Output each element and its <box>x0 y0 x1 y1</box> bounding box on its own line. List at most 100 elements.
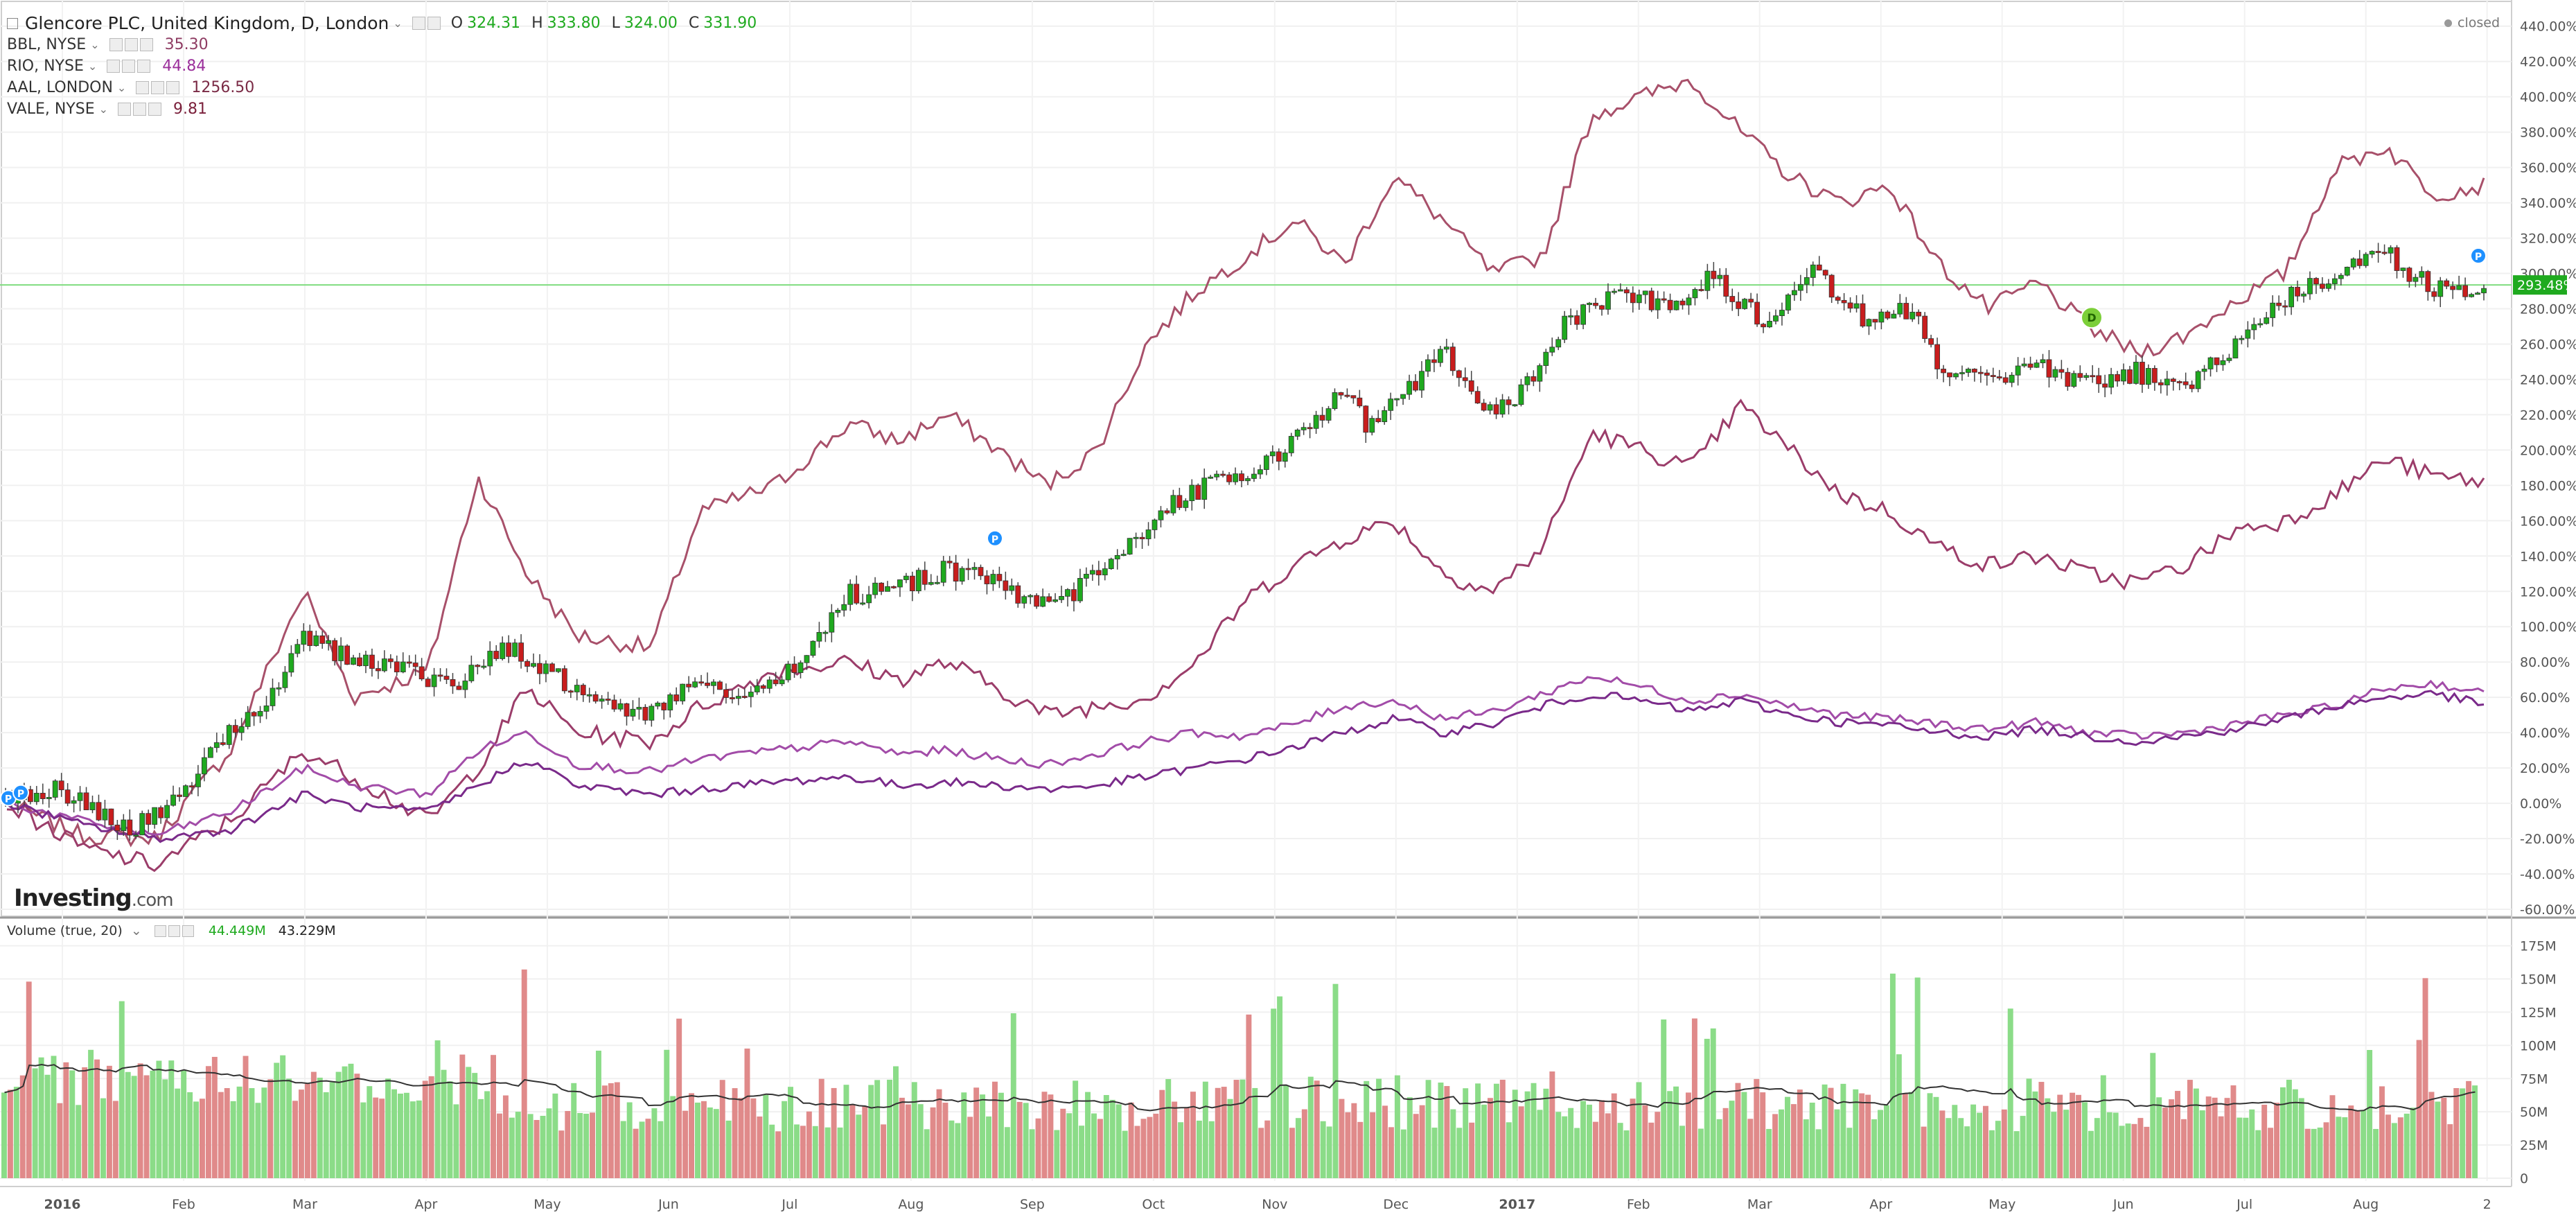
candle-body <box>879 582 884 592</box>
candle-body <box>1394 398 1400 401</box>
volume-bar <box>13 1087 19 1178</box>
candle-body <box>2096 375 2102 385</box>
candle-body <box>940 561 946 583</box>
candle-body <box>2481 288 2487 294</box>
volume-y-tick-label: 175M <box>2520 939 2557 954</box>
volume-bar <box>342 1066 348 1178</box>
volume-bar <box>44 1074 51 1178</box>
chevron-down-icon[interactable]: ⌄ <box>116 81 127 94</box>
candle <box>518 634 524 669</box>
candle-body <box>400 661 406 673</box>
candle <box>2027 356 2034 370</box>
candle-body <box>1027 595 1034 597</box>
settings-icon[interactable] <box>168 925 180 937</box>
candle-body <box>996 574 1003 581</box>
candle <box>425 676 431 688</box>
main-series-row[interactable]: Glencore PLC, United Kingdom, D, London … <box>7 12 768 34</box>
collapse-icon[interactable] <box>7 17 18 29</box>
settings-icon[interactable] <box>427 17 441 30</box>
y-tick-label: 120.00% <box>2520 584 2576 599</box>
compare-series-row-aal[interactable]: AAL, LONDON ⌄ 1256.50 <box>7 77 768 98</box>
close-icon[interactable] <box>137 60 151 73</box>
eye-icon[interactable] <box>154 925 166 937</box>
candle-body <box>2412 277 2419 282</box>
chevron-down-icon[interactable]: ⌄ <box>130 923 142 938</box>
volume-bar <box>1339 1098 1345 1178</box>
candle-body <box>1145 529 1152 539</box>
volume-bar <box>1481 1104 1487 1178</box>
candle <box>642 704 649 725</box>
eye-icon[interactable] <box>109 38 123 51</box>
candle <box>418 658 425 681</box>
candle <box>1208 475 1214 479</box>
volume-bar <box>1271 1008 1277 1178</box>
candle <box>1617 283 1623 292</box>
candle <box>288 645 294 677</box>
candle-body <box>2270 302 2276 318</box>
candle-body <box>1847 302 1853 309</box>
candle <box>2288 286 2294 315</box>
settings-icon[interactable] <box>133 103 147 116</box>
candle-body <box>2021 363 2027 367</box>
candle-body <box>1133 536 1139 539</box>
volume-bar <box>1153 1113 1159 1178</box>
candle-body <box>1425 359 1431 372</box>
volume-bar <box>82 1067 88 1178</box>
settings-icon[interactable] <box>122 60 136 73</box>
candle <box>1891 310 1897 319</box>
volume-bar <box>2224 1098 2230 1178</box>
volume-bar <box>2088 1130 2094 1178</box>
volume-bar <box>2057 1094 2063 1178</box>
close-icon[interactable] <box>166 81 180 94</box>
chevron-down-icon[interactable]: ⌄ <box>393 17 403 30</box>
x-tick-label: Oct <box>1142 1197 1165 1212</box>
volume-bar <box>57 1103 63 1178</box>
eye-icon[interactable] <box>107 60 121 73</box>
close-icon[interactable] <box>182 925 194 937</box>
volume-bar <box>317 1077 323 1178</box>
candle-body <box>655 702 661 707</box>
volume-bar <box>1134 1126 1140 1178</box>
candle <box>605 692 611 706</box>
volume-bar <box>249 1088 255 1178</box>
volume-bar <box>546 1108 552 1178</box>
chevron-down-icon[interactable]: ⌄ <box>90 38 100 51</box>
eye-icon[interactable] <box>118 103 132 116</box>
marker-label: P <box>17 789 24 800</box>
volume-value-1: 44.449M <box>208 923 266 938</box>
compare-series-row-vale[interactable]: VALE, NYSE ⌄ 9.81 <box>7 98 768 120</box>
candle-body <box>195 773 201 787</box>
volume-bar <box>1859 1093 1865 1178</box>
candle-body <box>2369 251 2375 255</box>
chevron-down-icon[interactable]: ⌄ <box>87 60 98 73</box>
volume-bar <box>2063 1110 2070 1178</box>
candle <box>1835 295 1841 304</box>
volume-bar <box>267 1079 274 1178</box>
volume-bar <box>2435 1101 2441 1178</box>
eye-icon[interactable] <box>412 17 425 30</box>
eye-icon[interactable] <box>136 81 150 94</box>
candle-body <box>1481 403 1487 411</box>
volume-bar <box>1821 1084 1828 1178</box>
candle <box>1456 369 1462 387</box>
compare-series-row-rio[interactable]: RIO, NYSE ⌄ 44.84 <box>7 55 768 77</box>
candle-body <box>1114 554 1120 560</box>
candle <box>189 782 195 795</box>
volume-legend[interactable]: Volume (true, 20) ⌄ 44.449M 43.229M <box>7 923 336 938</box>
volume-bar <box>2317 1127 2323 1178</box>
candle-body <box>33 793 39 803</box>
settings-icon[interactable] <box>151 81 165 94</box>
volume-bar <box>354 1074 360 1178</box>
settings-icon[interactable] <box>124 38 138 51</box>
close-icon[interactable] <box>148 103 162 116</box>
compare-series-row-bbl[interactable]: BBL, NYSE ⌄ 35.30 <box>7 34 768 55</box>
volume-bar <box>2169 1099 2175 1178</box>
chevron-down-icon[interactable]: ⌄ <box>98 103 109 116</box>
candle <box>1282 448 1288 468</box>
candle-body <box>1313 414 1319 429</box>
candle <box>102 800 108 828</box>
candle <box>2450 281 2456 299</box>
candle-body <box>443 676 450 680</box>
close-icon[interactable] <box>139 38 153 51</box>
